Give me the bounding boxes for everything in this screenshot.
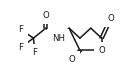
Text: O: O	[69, 55, 76, 64]
Text: O: O	[98, 46, 105, 55]
Text: O: O	[108, 14, 114, 23]
Text: O: O	[42, 11, 49, 20]
Polygon shape	[58, 28, 70, 38]
Text: NH: NH	[52, 34, 65, 43]
Text: F: F	[18, 43, 24, 52]
Text: F: F	[18, 25, 24, 34]
Text: F: F	[32, 48, 37, 57]
